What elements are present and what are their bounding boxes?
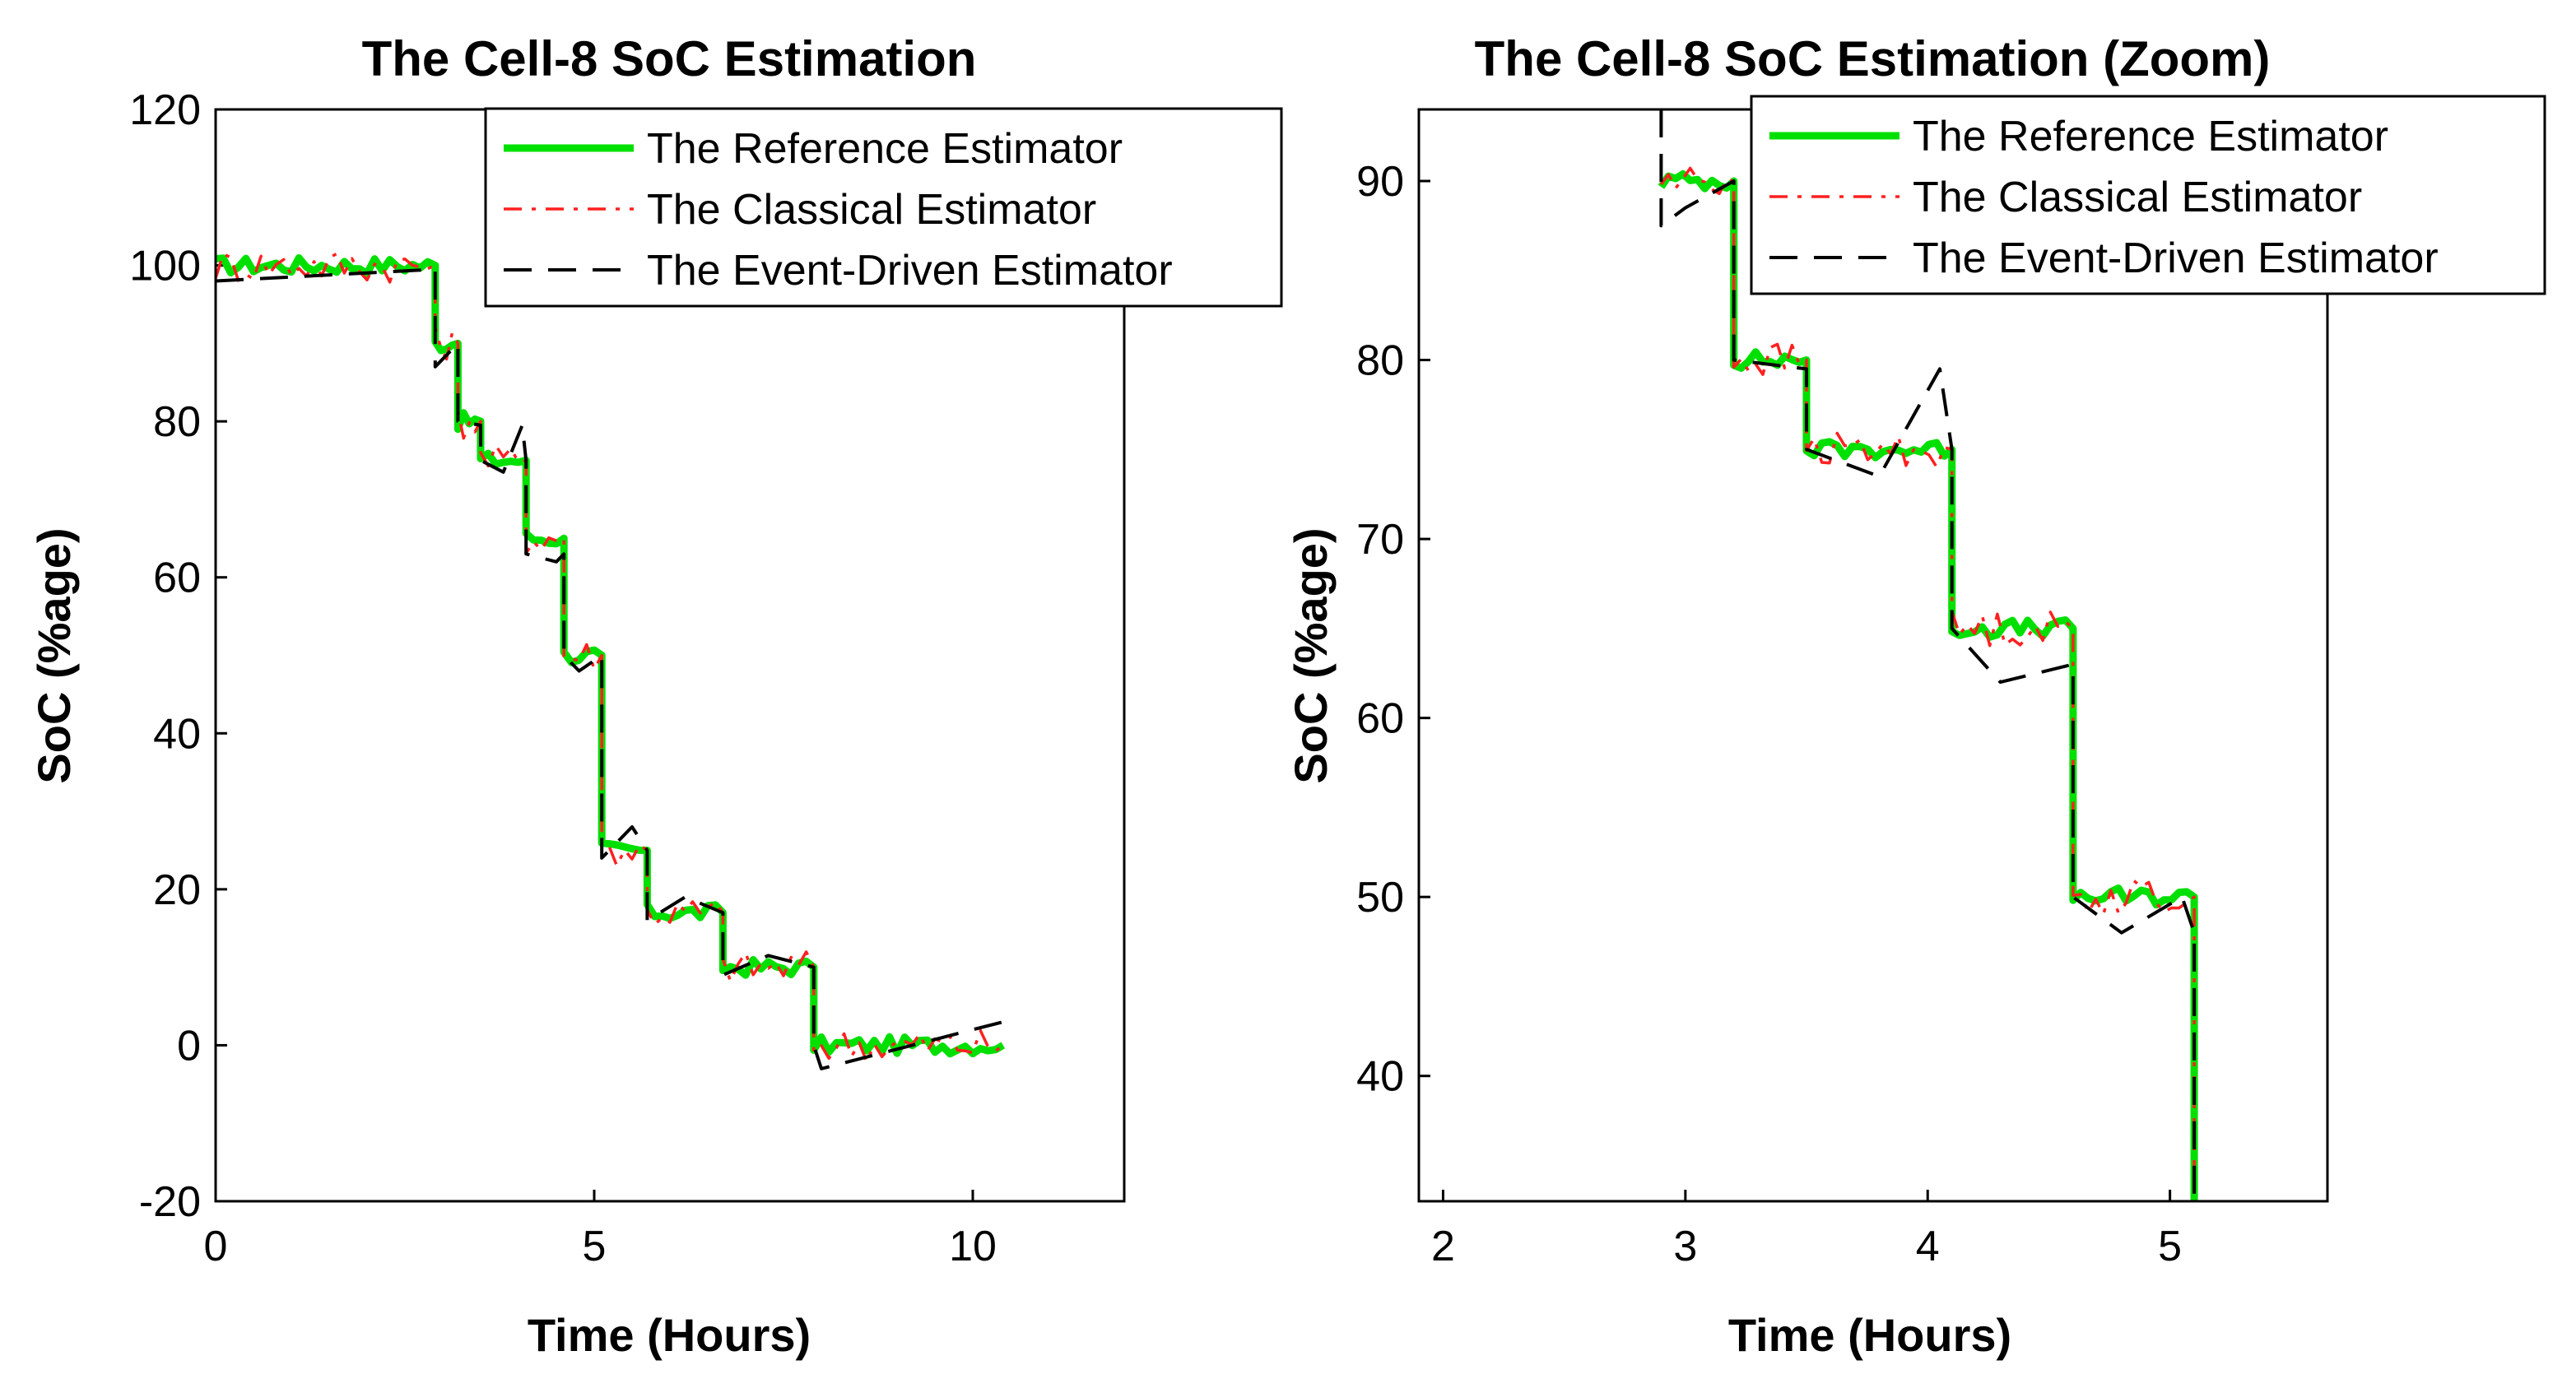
x-tick-label: 3 [1673,1223,1697,1270]
legend-entry-reference: The Reference Estimator [647,125,1123,173]
y-tick-label: 0 [177,1022,201,1070]
y-tick-label: 60 [1356,695,1404,743]
chart-full: The Cell-8 SoC Estimation Time (Hours) S… [28,31,1283,1361]
legend-entry-classical: The Classical Estimator [1913,174,2362,221]
y-tick-label: 120 [129,86,201,134]
x-axis-label: Time (Hours) [1728,1309,2011,1361]
y-tick-label: 70 [1356,516,1404,564]
x-tick-label: 5 [2158,1223,2182,1270]
series-layer [216,252,1006,1070]
series-line-classical [1659,166,2196,1201]
x-tick-label: 10 [949,1223,997,1270]
legend-box [484,107,1283,308]
legend-entry-classical: The Classical Estimator [647,186,1096,234]
y-tick-label: 90 [1356,158,1404,206]
series-line-reference [216,254,1006,1058]
legend-entry-event-driven: The Event-Driven Estimator [647,247,1173,295]
series-line-reference [1658,169,2198,1201]
y-tick-label: 40 [153,710,201,758]
y-tick-label: 60 [153,555,201,602]
legend-box [1750,95,2546,295]
y-axis-label: SoC (%age) [28,527,80,783]
legend-entry-event-driven: The Event-Driven Estimator [1913,234,2439,282]
axis-ticks: 2 3 4 5 40 50 60 70 80 90 [1356,158,2182,1270]
y-tick-label: 20 [153,866,201,914]
y-tick-label: -20 [139,1178,201,1226]
x-axis-label: Time (Hours) [528,1309,811,1361]
y-tick-label: 80 [1356,337,1404,385]
x-tick-label: 2 [1431,1223,1455,1270]
y-tick-label: 80 [153,398,201,446]
series-line-event-driven [216,267,1004,1070]
series-line-event-driven [1659,109,2197,1201]
series-layer [1658,109,2198,1201]
chart-zoom: The Cell-8 SoC Estimation (Zoom) Time (H… [1285,31,2546,1361]
y-tick-label: 100 [129,243,201,290]
x-tick-label: 4 [1916,1223,1940,1270]
chart-title: The Cell-8 SoC Estimation [362,31,977,86]
legend: The Reference Estimator The Classical Es… [1750,95,2546,295]
y-tick-label: 50 [1356,874,1404,921]
chart-title: The Cell-8 SoC Estimation (Zoom) [1475,31,2271,86]
legend-entry-reference: The Reference Estimator [1913,113,2388,160]
legend: The Reference Estimator The Classical Es… [484,107,1283,308]
y-tick-label: 40 [1356,1053,1404,1101]
x-tick-label: 0 [204,1223,228,1270]
y-axis-label: SoC (%age) [1285,527,1337,783]
x-tick-label: 5 [583,1223,607,1270]
